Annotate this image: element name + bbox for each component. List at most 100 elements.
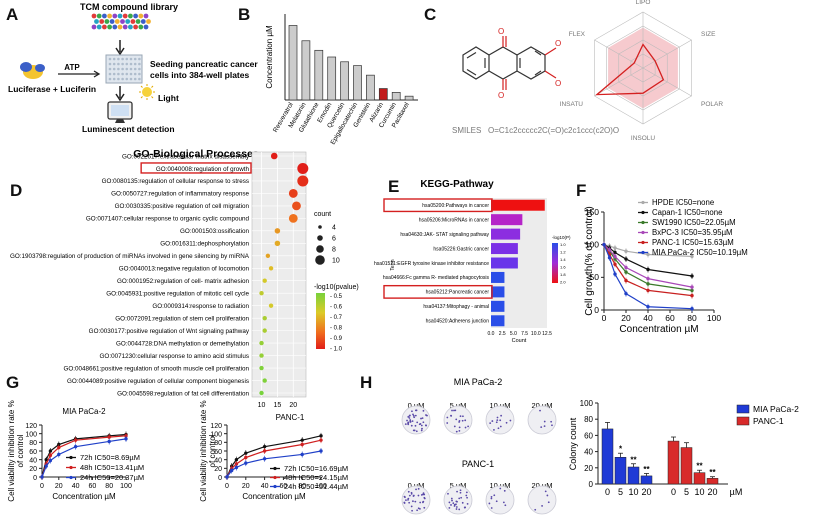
colony [450,497,453,500]
colony [499,425,502,428]
colony [411,420,414,423]
well [117,67,120,71]
light-icon [139,84,155,100]
y-tick-label: hsa04520:Adherens junction [426,319,490,325]
x-tick-label: 5 [684,487,689,497]
compound-dot [94,19,99,24]
well [108,62,112,66]
legend-label: MIA PaCa-2 IC50=10.19µM [652,248,748,257]
compound-profile [595,43,665,96]
data-point [690,254,694,259]
well [125,67,129,71]
x-axis-label: Concentration µM [242,492,306,501]
bar [706,478,719,485]
x-tick-label: 40 [643,313,653,323]
y-tick-label: GO:0072091:regulation of stem cell proli… [115,315,249,322]
colony [421,427,423,430]
series-line [603,244,693,310]
data-point [107,435,111,439]
well [117,57,120,61]
well [129,67,133,71]
colony [447,492,449,495]
compound-dot [107,24,112,30]
y-tick-label: GO:0022617:extracellular matrix disassem… [122,153,250,160]
data-point [690,306,694,311]
well [112,72,116,76]
colony [414,424,417,427]
bar [491,199,545,211]
x-tick-label: 10.0 [531,331,541,337]
colony [413,429,416,432]
colony [411,509,413,512]
panel-label-d: D [10,181,22,200]
legend-title: -log10(P) [552,235,571,240]
bar [491,257,518,269]
well [129,72,133,76]
colony [459,489,462,492]
plate-group-title: MIA PaCa-2 [454,377,503,387]
x-tick-label: 80 [105,483,113,490]
well [117,62,120,66]
x-tick-label: 20 [289,402,297,409]
well [133,57,137,61]
colony [551,424,553,427]
color-scale-label: 1.0 [560,242,566,247]
legend-marker [641,220,645,225]
x-tick-label: 7.5 [521,331,528,337]
well [129,62,133,66]
well [108,77,112,81]
colony [412,494,415,497]
legend-size-label: 4 [332,225,336,232]
data-point [319,438,323,442]
colony [415,488,417,491]
x-tick-label: 0 [602,313,607,323]
colony [461,501,464,504]
x-tick-label: 10 [628,487,638,497]
data-point [690,293,694,298]
color-scale-label: - 0.6 [330,305,343,311]
y-tick-label: 80 [214,440,222,447]
smiles-string: O=C1c2ccccc2C(=O)c2c1ccc(c2O)O [488,126,619,135]
data-point [107,439,111,444]
y-tick-label: 100 [210,431,222,438]
x-tick-label: 0 [225,483,229,490]
luciferase-label: Luciferase + Luciferin [8,84,96,94]
bar [693,472,706,485]
data-point [244,455,248,460]
compound-dot [138,24,144,30]
y-tick-label: GO:0040013:negative regulation of locomo… [119,266,250,273]
y-tick-label: GO:0044089:positive regulation of cellul… [67,378,249,385]
colony [495,421,498,424]
data-point [646,305,650,309]
colony [411,410,413,413]
colony [464,419,467,422]
significance-mark: ** [630,455,637,464]
colony [546,494,549,497]
compound-dot [117,24,123,30]
compound-dot [96,24,102,30]
compound-dot [133,24,139,30]
legend-marker [69,465,73,470]
well [117,77,120,81]
compound-dot [130,19,136,24]
colony [455,418,458,421]
colony [410,505,413,508]
data-point [624,265,628,270]
colony [448,501,451,504]
panel-label-c: C [424,5,436,24]
well [125,57,129,61]
series-line [603,244,693,297]
colony [405,499,407,502]
data-point [690,288,694,293]
significance-mark: ** [709,468,716,477]
x-tick-label: 10 [694,487,704,497]
colony [490,495,493,498]
bar [667,440,680,485]
compound-dot [138,13,144,19]
culture-dish [443,405,473,435]
well-grid [108,57,141,81]
color-scale-label: 2.0 [560,280,566,285]
colony [466,496,468,499]
data-point [265,253,271,258]
bar [491,214,523,226]
